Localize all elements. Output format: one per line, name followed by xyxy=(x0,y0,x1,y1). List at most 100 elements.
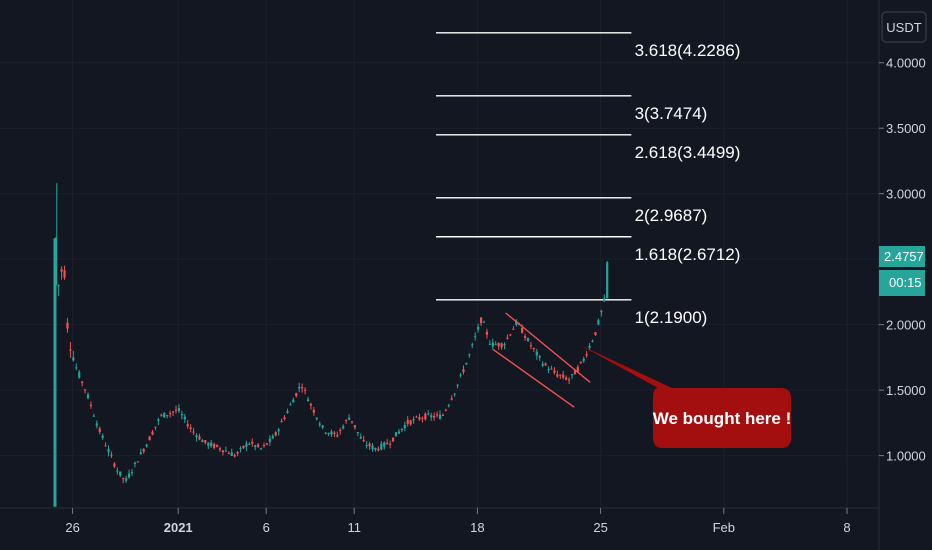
candle-body xyxy=(315,417,318,420)
candle-body xyxy=(292,399,295,403)
candle-body xyxy=(130,472,134,474)
candle-body xyxy=(377,448,380,451)
candle-body xyxy=(298,386,301,389)
candle-body xyxy=(497,342,500,347)
candle-body xyxy=(406,419,409,424)
candle-body xyxy=(336,435,339,437)
candle-body xyxy=(60,269,63,272)
candle-body xyxy=(224,450,227,452)
candle-body xyxy=(523,336,527,338)
candle-body xyxy=(110,454,113,456)
x-tick-label: 18 xyxy=(470,520,484,535)
candle-body xyxy=(274,432,277,436)
candle-body xyxy=(459,374,462,376)
candle-body xyxy=(494,344,497,346)
candle-body xyxy=(251,441,254,444)
candle-body xyxy=(500,343,503,348)
descending-channel xyxy=(492,312,591,408)
candle-body xyxy=(119,471,122,476)
currency-badge[interactable] xyxy=(881,11,927,43)
candle-body xyxy=(204,440,207,443)
candle-body xyxy=(289,404,292,406)
candle-body xyxy=(116,470,119,472)
candle-body xyxy=(280,421,283,423)
time-axis[interactable]: 26 2021 6 11 18 25 Feb 8 xyxy=(65,508,851,535)
candle-body xyxy=(142,449,145,452)
candle-body xyxy=(433,415,436,418)
candle-body xyxy=(301,387,304,389)
candle-body xyxy=(169,413,172,415)
candle-body xyxy=(254,445,257,448)
candle-body xyxy=(309,403,313,406)
candle-body xyxy=(166,415,169,417)
candle-body xyxy=(330,431,333,435)
candle-body xyxy=(333,432,336,434)
candle-body xyxy=(180,414,183,416)
fib-level-label: 1.618(2.6712) xyxy=(635,245,741,264)
candle-body xyxy=(192,431,195,433)
candle-body xyxy=(576,366,579,372)
candle-body xyxy=(160,414,163,416)
candle-body xyxy=(210,442,213,447)
fibonacci-extension-levels: 1(2.1900) 1.618(2.6712) 2(2.9687) 2.618(3.4… xyxy=(436,32,741,327)
candle-body xyxy=(462,369,465,373)
candle-body xyxy=(324,432,327,434)
candle-body xyxy=(271,436,274,439)
candle-body xyxy=(582,358,585,361)
candle-body xyxy=(570,374,574,376)
candle-body xyxy=(136,461,139,463)
candle-body xyxy=(321,425,324,428)
y-tick-label: 4.0000 xyxy=(886,56,926,71)
candle-body xyxy=(318,423,321,425)
candle-body xyxy=(347,417,351,420)
candle-body xyxy=(403,424,406,429)
candle-body xyxy=(174,409,178,411)
fib-level-label: 3(3.7474) xyxy=(635,104,708,123)
candle-body xyxy=(409,420,412,425)
candle-body xyxy=(101,435,104,438)
countdown-badge xyxy=(879,270,925,296)
candle-body xyxy=(245,443,248,447)
candle-body xyxy=(538,355,541,358)
candle-body xyxy=(421,417,424,419)
candle-body xyxy=(485,331,489,335)
candle-body xyxy=(509,334,512,336)
candle-body xyxy=(529,345,533,347)
candle-body xyxy=(447,405,450,407)
candle-body xyxy=(547,369,550,371)
candle-body xyxy=(154,426,157,428)
candle-body xyxy=(259,448,263,450)
candle-body xyxy=(303,389,307,391)
current-price-label: 2.4757 xyxy=(884,249,924,264)
currency-label: USDT xyxy=(886,20,921,35)
candle-body xyxy=(391,437,395,442)
fib-level-label: 3.618(4.2286) xyxy=(635,41,741,60)
countdown-label: 00:15 xyxy=(889,275,922,290)
y-tick-label: 1.0000 xyxy=(886,449,926,464)
candle-body xyxy=(295,393,298,397)
candle-body xyxy=(394,432,398,437)
candle-body xyxy=(57,285,60,287)
candle-body xyxy=(72,357,75,361)
candle-body xyxy=(368,443,371,447)
candle-body xyxy=(479,317,483,324)
candle-body xyxy=(139,452,142,455)
candle-body xyxy=(435,414,439,416)
candle-body xyxy=(98,428,101,433)
candle-body xyxy=(588,346,591,348)
candle-body xyxy=(474,336,477,338)
candle-body xyxy=(456,384,459,386)
candle-body xyxy=(89,404,93,406)
candle-body xyxy=(268,438,271,442)
candle-body xyxy=(145,444,148,447)
candle-body xyxy=(371,445,374,450)
candle-body xyxy=(550,368,553,370)
candle-body xyxy=(306,399,310,402)
candle-body xyxy=(342,426,345,429)
candle-body xyxy=(365,445,368,447)
x-tick-label: 26 xyxy=(65,520,79,535)
x-tick-label: 2021 xyxy=(164,520,193,535)
candle-body xyxy=(104,445,107,447)
current-price-badge xyxy=(879,246,925,267)
